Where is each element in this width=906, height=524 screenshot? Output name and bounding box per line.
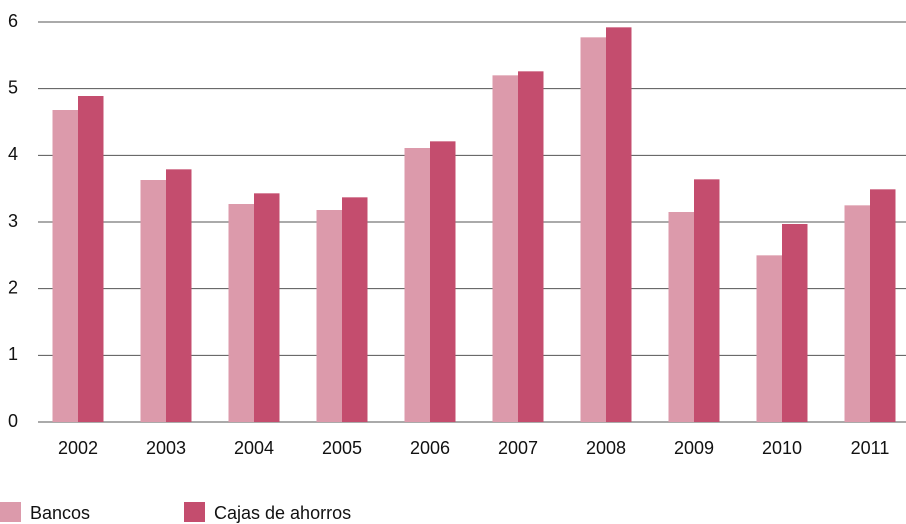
bar [228, 204, 254, 422]
y-tick-label: 4 [8, 144, 18, 164]
bar [316, 210, 342, 422]
y-tick-label: 2 [8, 277, 18, 297]
y-tick-label: 6 [8, 11, 18, 31]
bar [606, 27, 632, 422]
bar [166, 169, 192, 422]
bar [580, 37, 606, 422]
x-tick-label: 2006 [410, 438, 450, 458]
x-tick-label: 2011 [851, 438, 890, 458]
bar [668, 212, 694, 422]
bar [78, 96, 104, 422]
x-tick-label: 2004 [234, 438, 274, 458]
y-tick-label: 1 [8, 344, 18, 364]
x-tick-label: 2010 [762, 438, 802, 458]
y-tick-label: 3 [8, 211, 18, 231]
bar [52, 110, 78, 422]
bar [140, 180, 166, 422]
legend-swatch [0, 502, 21, 522]
legend-swatch [184, 502, 205, 522]
bar [870, 189, 896, 422]
y-tick-label: 0 [8, 411, 18, 431]
legend-label: Cajas de ahorros [214, 503, 351, 523]
x-tick-label: 2003 [146, 438, 186, 458]
x-tick-label: 2008 [586, 438, 626, 458]
x-tick-label: 2007 [498, 438, 538, 458]
x-tick-label: 2005 [322, 438, 362, 458]
bar [430, 141, 456, 423]
bar [342, 197, 368, 422]
bar [694, 179, 720, 422]
bar [782, 224, 808, 422]
x-tick-label: 2009 [674, 438, 714, 458]
bar [254, 193, 280, 422]
bar [492, 75, 518, 422]
bar [518, 71, 544, 422]
bar [756, 255, 782, 422]
bar [844, 205, 870, 422]
bar [404, 148, 430, 422]
legend-label: Bancos [30, 503, 90, 523]
y-tick-label: 5 [8, 77, 18, 97]
x-tick-label: 2002 [58, 438, 98, 458]
